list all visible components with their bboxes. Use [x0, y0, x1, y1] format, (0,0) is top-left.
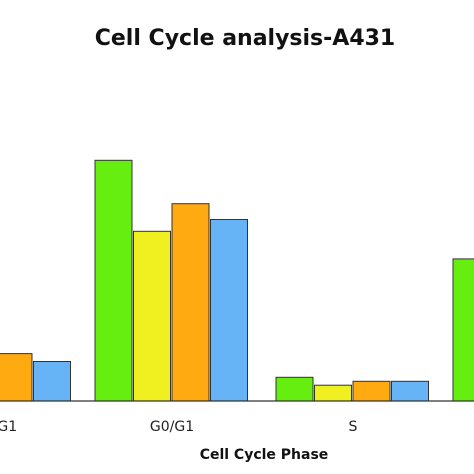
bar-4-series-1: [452, 258, 474, 402]
x-tick-label-3: S: [349, 419, 358, 435]
bar-3-series-4: [391, 380, 429, 402]
chart-title: Cell Cycle analysis-A431: [95, 26, 396, 51]
bar-3-series-3: [352, 380, 391, 402]
bar-3-series-2: [314, 384, 352, 402]
x-tick-label-2: G0/G1: [150, 419, 194, 435]
x-tick-label-1: G0/G1: [0, 419, 17, 435]
bar-2-series-2: [133, 230, 171, 402]
bar-3-series-1: [275, 376, 314, 402]
bars-layer: [0, 159, 474, 402]
bar-1-series-3: [0, 353, 33, 402]
bar-1-series-4: [33, 361, 71, 402]
x-axis-title: Cell Cycle Phase: [200, 447, 329, 463]
bar-2-series-1: [94, 159, 133, 402]
bar-2-series-3: [171, 203, 210, 402]
bar-2-series-4: [210, 219, 248, 402]
x-tick-labels: G0/G1 G0/G1 S: [0, 419, 358, 435]
